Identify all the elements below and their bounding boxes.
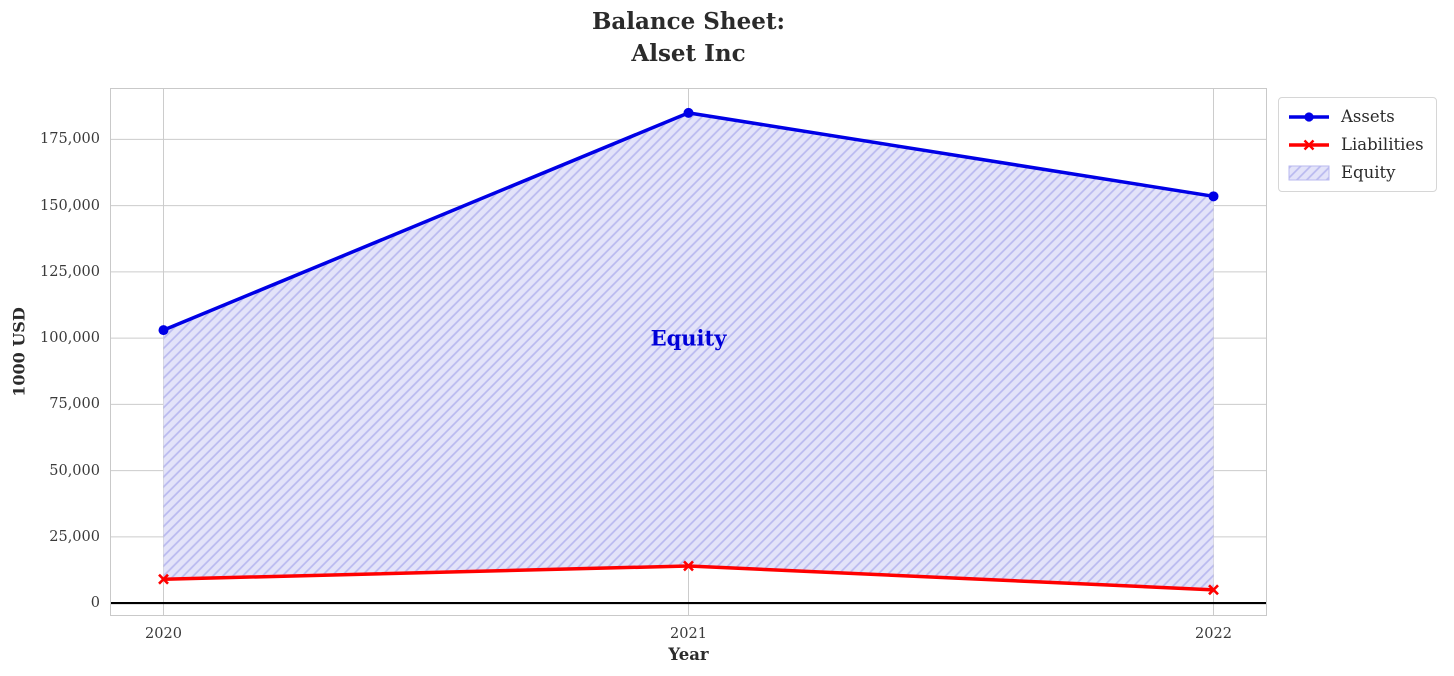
y-tick-label: 150,000 (40, 197, 100, 214)
assets-line-icon (1289, 111, 1329, 122)
chart-title: Balance Sheet: Alset Inc (110, 6, 1267, 70)
equity-area-annotation: Equity (650, 325, 727, 351)
x-tick-label: 2022 (1195, 626, 1232, 642)
liabilities-marker (158, 573, 169, 585)
liabilities-marker (1208, 584, 1219, 596)
liabilities-marker (683, 560, 694, 572)
y-tick-label: 0 (90, 595, 100, 612)
assets-marker (158, 325, 169, 336)
legend-item-equity: Equity (1287, 161, 1424, 184)
plot-area (110, 88, 1267, 616)
x-tick-label: 2020 (145, 626, 182, 642)
y-tick-label: 50,000 (49, 462, 100, 479)
x-tick-label: 2021 (670, 626, 707, 642)
legend-label-liabilities: Liabilities (1341, 135, 1424, 154)
y-axis-label: 1000 USD (9, 307, 29, 397)
chart-title-line1: Balance Sheet: (591, 8, 786, 35)
y-tick-label: 75,000 (49, 396, 100, 413)
chart-title-line2: Alset Inc (631, 40, 746, 67)
legend-label-equity: Equity (1341, 163, 1396, 182)
y-tick-label: 125,000 (40, 263, 100, 280)
x-axis-label: Year (668, 645, 709, 664)
legend-label-assets: Assets (1341, 107, 1395, 126)
assets-marker (1208, 191, 1219, 202)
liabilities-line-icon (1289, 139, 1329, 150)
assets-marker (683, 107, 694, 118)
equity-hatch-swatch-icon (1288, 165, 1330, 180)
legend: Assets Liabilities Equity (1278, 97, 1437, 192)
y-tick-label: 175,000 (40, 131, 100, 148)
equity-area-hatch (163, 112, 1214, 590)
legend-item-assets: Assets (1287, 105, 1424, 128)
chart-canvas (111, 89, 1266, 615)
legend-item-liabilities: Liabilities (1287, 133, 1424, 156)
y-tick-label: 25,000 (49, 528, 100, 545)
y-tick-label: 100,000 (40, 330, 100, 347)
